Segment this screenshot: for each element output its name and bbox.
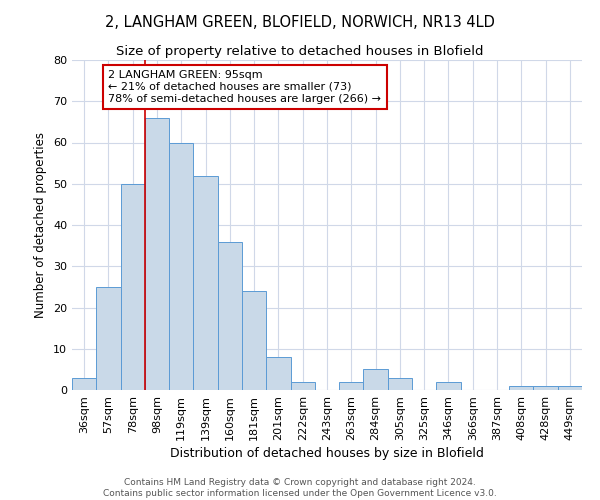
- Bar: [436, 382, 461, 390]
- Text: Size of property relative to detached houses in Blofield: Size of property relative to detached ho…: [116, 45, 484, 58]
- Bar: [558, 386, 582, 390]
- Bar: [290, 382, 315, 390]
- Bar: [364, 370, 388, 390]
- Y-axis label: Number of detached properties: Number of detached properties: [34, 132, 47, 318]
- Text: 2 LANGHAM GREEN: 95sqm
← 21% of detached houses are smaller (73)
78% of semi-det: 2 LANGHAM GREEN: 95sqm ← 21% of detached…: [109, 70, 382, 104]
- Bar: [266, 357, 290, 390]
- Bar: [121, 184, 145, 390]
- Bar: [145, 118, 169, 390]
- Text: Contains HM Land Registry data © Crown copyright and database right 2024.
Contai: Contains HM Land Registry data © Crown c…: [103, 478, 497, 498]
- Bar: [339, 382, 364, 390]
- Bar: [169, 142, 193, 390]
- X-axis label: Distribution of detached houses by size in Blofield: Distribution of detached houses by size …: [170, 447, 484, 460]
- Bar: [388, 378, 412, 390]
- Bar: [193, 176, 218, 390]
- Bar: [509, 386, 533, 390]
- Bar: [72, 378, 96, 390]
- Bar: [218, 242, 242, 390]
- Bar: [96, 287, 121, 390]
- Bar: [242, 291, 266, 390]
- Text: 2, LANGHAM GREEN, BLOFIELD, NORWICH, NR13 4LD: 2, LANGHAM GREEN, BLOFIELD, NORWICH, NR1…: [105, 15, 495, 30]
- Bar: [533, 386, 558, 390]
